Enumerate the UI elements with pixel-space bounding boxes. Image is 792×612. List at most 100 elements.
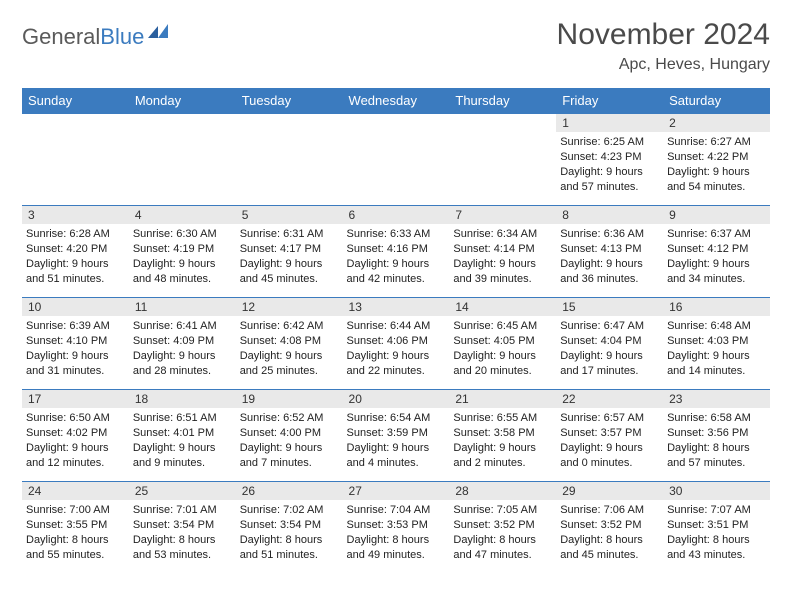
- day-number: 17: [22, 390, 129, 408]
- calendar-page: GeneralBlue November 2024 Apc, Heves, Hu…: [0, 0, 792, 584]
- daylight-text: Daylight: 8 hours and 47 minutes.: [453, 533, 552, 563]
- sunrise-text: Sunrise: 6:31 AM: [240, 227, 339, 242]
- day-details: Sunrise: 7:05 AMSunset: 3:52 PMDaylight:…: [453, 503, 552, 562]
- sunset-text: Sunset: 4:08 PM: [240, 334, 339, 349]
- daylight-text: Daylight: 9 hours and 4 minutes.: [347, 441, 446, 471]
- sunrise-text: Sunrise: 6:28 AM: [26, 227, 125, 242]
- daylight-text: Daylight: 9 hours and 22 minutes.: [347, 349, 446, 379]
- daylight-text: Daylight: 8 hours and 43 minutes.: [667, 533, 766, 563]
- day-number: 30: [663, 482, 770, 500]
- day-number: 23: [663, 390, 770, 408]
- sunset-text: Sunset: 3:54 PM: [133, 518, 232, 533]
- calendar-cell: 28Sunrise: 7:05 AMSunset: 3:52 PMDayligh…: [449, 482, 556, 574]
- calendar-cell: [236, 114, 343, 206]
- day-details: Sunrise: 6:27 AMSunset: 4:22 PMDaylight:…: [667, 135, 766, 194]
- daylight-text: Daylight: 9 hours and 28 minutes.: [133, 349, 232, 379]
- day-number: 9: [663, 206, 770, 224]
- day-details: Sunrise: 6:31 AMSunset: 4:17 PMDaylight:…: [240, 227, 339, 286]
- day-details: Sunrise: 7:04 AMSunset: 3:53 PMDaylight:…: [347, 503, 446, 562]
- day-number: 22: [556, 390, 663, 408]
- day-number: 14: [449, 298, 556, 316]
- day-number: 3: [22, 206, 129, 224]
- sunrise-text: Sunrise: 6:25 AM: [560, 135, 659, 150]
- day-number: 24: [22, 482, 129, 500]
- day-header: Monday: [129, 88, 236, 114]
- sunrise-text: Sunrise: 7:06 AM: [560, 503, 659, 518]
- calendar-cell: 3 Sunrise: 6:28 AMSunset: 4:20 PMDaylight…: [22, 206, 129, 298]
- sunrise-text: Sunrise: 6:51 AM: [133, 411, 232, 426]
- day-details: Sunrise: 6:45 AMSunset: 4:05 PMDaylight:…: [453, 319, 552, 378]
- day-number: 11: [129, 298, 236, 316]
- day-number: 5: [236, 206, 343, 224]
- day-number: 12: [236, 298, 343, 316]
- calendar-cell: 13Sunrise: 6:44 AMSunset: 4:06 PMDayligh…: [343, 298, 450, 390]
- brand-word1: General: [22, 24, 100, 50]
- sunrise-text: Sunrise: 6:57 AM: [560, 411, 659, 426]
- day-details: Sunrise: 6:42 AMSunset: 4:08 PMDaylight:…: [240, 319, 339, 378]
- sunset-text: Sunset: 4:03 PM: [667, 334, 766, 349]
- day-details: Sunrise: 6:30 AMSunset: 4:19 PMDaylight:…: [133, 227, 232, 286]
- day-number: 2: [663, 114, 770, 132]
- day-header: Sunday: [22, 88, 129, 114]
- day-number: 8: [556, 206, 663, 224]
- sunrise-text: Sunrise: 7:04 AM: [347, 503, 446, 518]
- day-details: Sunrise: 6:28 AMSunset: 4:20 PMDaylight:…: [26, 227, 125, 286]
- day-details: Sunrise: 6:44 AMSunset: 4:06 PMDaylight:…: [347, 319, 446, 378]
- sunset-text: Sunset: 4:05 PM: [453, 334, 552, 349]
- calendar-cell: 22 Sunrise: 6:57 AMSunset: 3:57 PMDayligh…: [556, 390, 663, 482]
- day-details: Sunrise: 6:57 AMSunset: 3:57 PMDaylight:…: [560, 411, 659, 470]
- daylight-text: Daylight: 9 hours and 20 minutes.: [453, 349, 552, 379]
- sunrise-text: Sunrise: 6:54 AM: [347, 411, 446, 426]
- brand-logo: GeneralBlue: [22, 24, 170, 50]
- calendar-cell: 23Sunrise: 6:58 AMSunset: 3:56 PMDayligh…: [663, 390, 770, 482]
- sunrise-text: Sunrise: 7:00 AM: [26, 503, 125, 518]
- day-details: Sunrise: 7:06 AMSunset: 3:52 PMDaylight:…: [560, 503, 659, 562]
- sunset-text: Sunset: 3:57 PM: [560, 426, 659, 441]
- day-number: 1: [556, 114, 663, 132]
- day-header: Thursday: [449, 88, 556, 114]
- day-details: Sunrise: 6:39 AMSunset: 4:10 PMDaylight:…: [26, 319, 125, 378]
- sunrise-text: Sunrise: 6:44 AM: [347, 319, 446, 334]
- day-header: Saturday: [663, 88, 770, 114]
- day-header: Tuesday: [236, 88, 343, 114]
- calendar-cell: 27Sunrise: 7:04 AMSunset: 3:53 PMDayligh…: [343, 482, 450, 574]
- calendar-week: 10Sunrise: 6:39 AMSunset: 4:10 PMDayligh…: [22, 298, 770, 390]
- day-details: Sunrise: 6:25 AMSunset: 4:23 PMDaylight:…: [560, 135, 659, 194]
- daylight-text: Daylight: 8 hours and 45 minutes.: [560, 533, 659, 563]
- day-details: Sunrise: 6:48 AMSunset: 4:03 PMDaylight:…: [667, 319, 766, 378]
- day-details: Sunrise: 6:54 AMSunset: 3:59 PMDaylight:…: [347, 411, 446, 470]
- daylight-text: Daylight: 9 hours and 14 minutes.: [667, 349, 766, 379]
- day-number: 6: [343, 206, 450, 224]
- calendar-cell: 16Sunrise: 6:48 AMSunset: 4:03 PMDayligh…: [663, 298, 770, 390]
- day-number: 18: [129, 390, 236, 408]
- calendar-cell: 19Sunrise: 6:52 AMSunset: 4:00 PMDayligh…: [236, 390, 343, 482]
- day-number: 26: [236, 482, 343, 500]
- calendar-cell: 14 Sunrise: 6:45 AMSunset: 4:05 PMDayligh…: [449, 298, 556, 390]
- daylight-text: Daylight: 9 hours and 12 minutes.: [26, 441, 125, 471]
- daylight-text: Daylight: 9 hours and 0 minutes.: [560, 441, 659, 471]
- sunset-text: Sunset: 3:55 PM: [26, 518, 125, 533]
- daylight-text: Daylight: 9 hours and 34 minutes.: [667, 257, 766, 287]
- daylight-text: Daylight: 9 hours and 25 minutes.: [240, 349, 339, 379]
- daylight-text: Daylight: 8 hours and 55 minutes.: [26, 533, 125, 563]
- calendar-week: 1 Sunrise: 6:25 AMSunset: 4:23 PMDaylight…: [22, 114, 770, 206]
- calendar-cell: 10Sunrise: 6:39 AMSunset: 4:10 PMDayligh…: [22, 298, 129, 390]
- sunrise-text: Sunrise: 7:07 AM: [667, 503, 766, 518]
- sunrise-text: Sunrise: 6:30 AM: [133, 227, 232, 242]
- calendar-cell: [449, 114, 556, 206]
- calendar-cell: 11Sunrise: 6:41 AMSunset: 4:09 PMDayligh…: [129, 298, 236, 390]
- calendar-body: 1 Sunrise: 6:25 AMSunset: 4:23 PMDaylight…: [22, 114, 770, 574]
- daylight-text: Daylight: 9 hours and 36 minutes.: [560, 257, 659, 287]
- calendar-cell: 17Sunrise: 6:50 AMSunset: 4:02 PMDayligh…: [22, 390, 129, 482]
- daylight-text: Daylight: 9 hours and 39 minutes.: [453, 257, 552, 287]
- calendar-cell: 24 Sunrise: 7:00 AMSunset: 3:55 PMDayligh…: [22, 482, 129, 574]
- sunrise-text: Sunrise: 6:34 AM: [453, 227, 552, 242]
- daylight-text: Daylight: 9 hours and 45 minutes.: [240, 257, 339, 287]
- sunset-text: Sunset: 3:58 PM: [453, 426, 552, 441]
- calendar-cell: 20Sunrise: 6:54 AMSunset: 3:59 PMDayligh…: [343, 390, 450, 482]
- calendar-cell: 6Sunrise: 6:33 AMSunset: 4:16 PMDaylight…: [343, 206, 450, 298]
- day-number: 29: [556, 482, 663, 500]
- day-details: Sunrise: 6:34 AMSunset: 4:14 PMDaylight:…: [453, 227, 552, 286]
- sunrise-text: Sunrise: 6:47 AM: [560, 319, 659, 334]
- day-header: Friday: [556, 88, 663, 114]
